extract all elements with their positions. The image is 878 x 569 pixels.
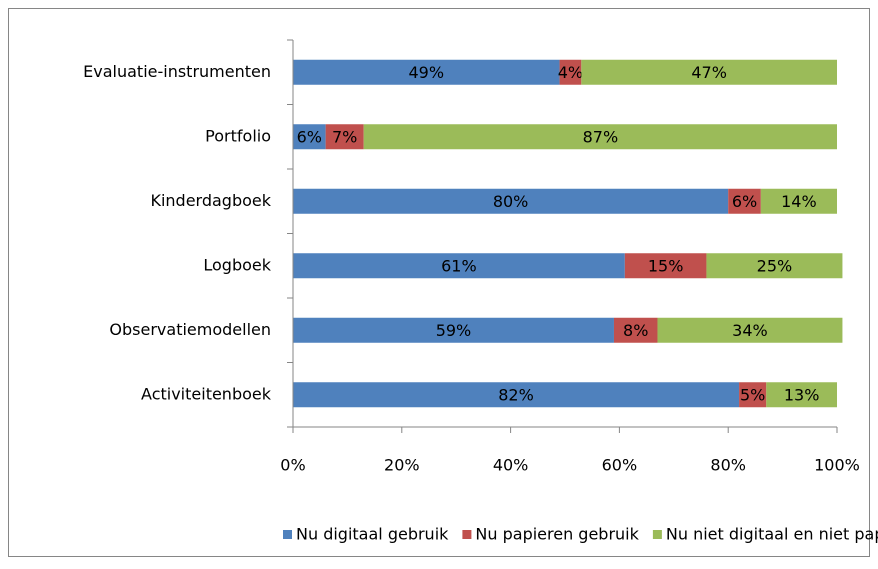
data-label: 80%: [493, 192, 529, 211]
data-label: 87%: [583, 127, 619, 146]
bar-segment: [613, 317, 658, 343]
y-tick-label: Activiteitenboek: [141, 384, 272, 403]
legend-swatch: [283, 530, 292, 539]
bar-segment: [706, 253, 843, 279]
legend-swatch: [462, 530, 472, 539]
data-label: 5%: [740, 385, 765, 404]
bar-segment: [325, 124, 364, 150]
data-label: 14%: [781, 192, 817, 211]
bar-segment: [624, 253, 707, 279]
data-label: 25%: [757, 256, 793, 275]
chart-frame: [8, 8, 870, 557]
bar-segment: [760, 188, 837, 214]
data-label: 8%: [623, 321, 648, 340]
x-tick-label: 20%: [384, 456, 420, 475]
bar-segment: [739, 382, 767, 408]
data-label: 7%: [332, 127, 357, 146]
legend-label: Nu niet digitaal en niet papier: [666, 525, 878, 544]
data-label: 6%: [297, 127, 322, 146]
data-label: 59%: [436, 321, 472, 340]
bar-segment: [293, 382, 740, 408]
legend-label: Nu papieren gebruik: [475, 525, 639, 544]
data-label: 13%: [784, 385, 820, 404]
y-tick-label: Logboek: [203, 255, 271, 274]
bar-segment: [766, 382, 837, 408]
x-tick-label: 60%: [602, 456, 638, 475]
x-tick-label: 80%: [710, 456, 746, 475]
data-label: 4%: [558, 63, 583, 82]
bar-segment: [293, 124, 326, 150]
bar-segment: [657, 317, 843, 343]
data-label: 34%: [732, 321, 768, 340]
bar-segment: [293, 253, 625, 279]
y-tick-label: Evaluatie-instrumenten: [83, 62, 271, 81]
data-label: 49%: [408, 63, 444, 82]
legend-label: Nu digitaal gebruik: [296, 525, 449, 544]
data-label: 15%: [648, 256, 684, 275]
bar-segment: [293, 188, 729, 214]
bar-segment: [559, 59, 582, 85]
bar-segment: [728, 188, 761, 214]
y-tick-label: Kinderdagboek: [150, 191, 271, 210]
y-tick-label: Observatiemodellen: [109, 320, 271, 339]
x-tick-label: 100%: [814, 456, 860, 475]
bar-segment: [581, 59, 837, 85]
y-tick-label: Portfolio: [205, 126, 271, 145]
data-label: 82%: [498, 385, 534, 404]
bar-segment: [363, 124, 837, 150]
x-tick-label: 40%: [493, 456, 529, 475]
legend-swatch: [652, 530, 662, 539]
bar-segment: [293, 317, 614, 343]
bar-segment: [293, 59, 560, 85]
data-label: 6%: [732, 192, 757, 211]
x-tick-label: 0%: [280, 456, 305, 475]
data-label: 47%: [691, 63, 727, 82]
data-label: 61%: [441, 256, 477, 275]
